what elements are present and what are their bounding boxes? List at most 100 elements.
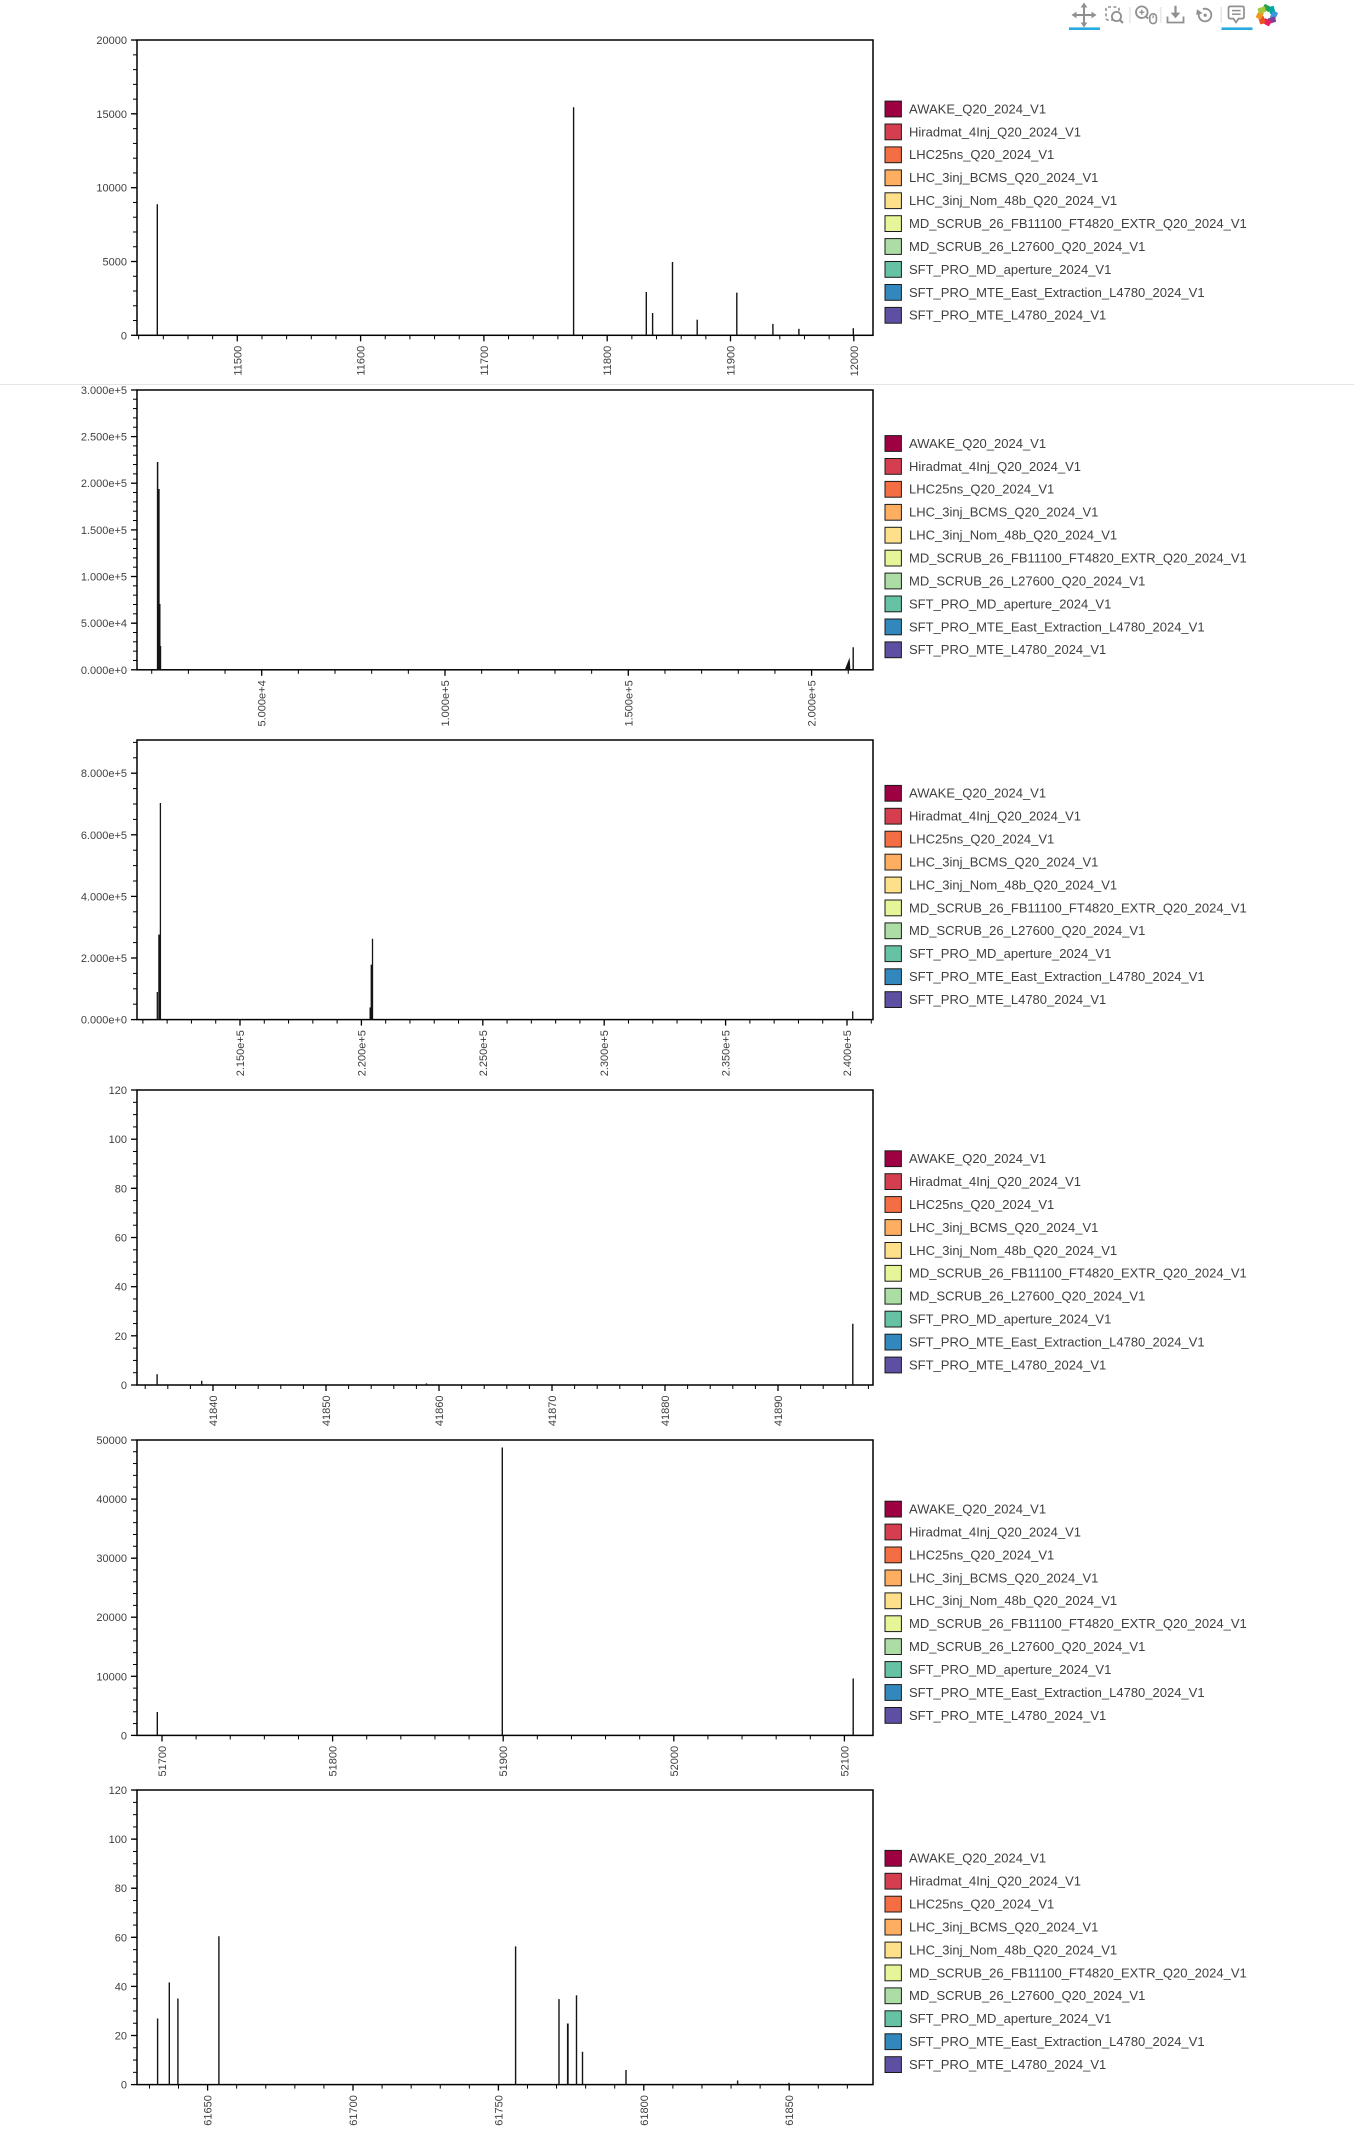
svg-text:1.500e+5: 1.500e+5 <box>623 680 635 726</box>
svg-text:8.000e+5: 8.000e+5 <box>81 768 127 780</box>
svg-text:LHC25ns_Q20_2024_V1: LHC25ns_Q20_2024_V1 <box>909 1547 1054 1562</box>
svg-text:MD_SCRUB_26_FB11100_FT4820_EXT: MD_SCRUB_26_FB11100_FT4820_EXTR_Q20_2024… <box>909 1266 1247 1281</box>
svg-text:6.000e+5: 6.000e+5 <box>81 830 127 842</box>
svg-text:2.300e+5: 2.300e+5 <box>599 1030 611 1076</box>
svg-text:2.400e+5: 2.400e+5 <box>842 1030 854 1076</box>
svg-text:MD_SCRUB_26_FB11100_FT4820_EXT: MD_SCRUB_26_FB11100_FT4820_EXTR_Q20_2024… <box>909 1616 1247 1631</box>
svg-text:10000: 10000 <box>96 183 127 195</box>
svg-text:120: 120 <box>109 1785 127 1797</box>
svg-text:2.000e+5: 2.000e+5 <box>81 953 127 965</box>
svg-text:11500: 11500 <box>232 346 244 376</box>
svg-text:2.200e+5: 2.200e+5 <box>356 1030 368 1076</box>
svg-text:AWAKE_Q20_2024_V1: AWAKE_Q20_2024_V1 <box>909 436 1046 451</box>
svg-text:15000: 15000 <box>96 109 127 121</box>
svg-text:Hiradmat_4Inj_Q20_2024_V1: Hiradmat_4Inj_Q20_2024_V1 <box>909 809 1081 824</box>
svg-text:1.000e+5: 1.000e+5 <box>440 680 452 726</box>
svg-text:30000: 30000 <box>96 1553 127 1565</box>
svg-text:SFT_PRO_MTE_East_Extraction_L4: SFT_PRO_MTE_East_Extraction_L4780_2024_V… <box>909 1335 1205 1350</box>
svg-text:3.000e+5: 3.000e+5 <box>81 385 127 397</box>
svg-text:11900: 11900 <box>726 346 738 376</box>
svg-text:AWAKE_Q20_2024_V1: AWAKE_Q20_2024_V1 <box>909 786 1046 801</box>
svg-text:SFT_PRO_MTE_L4780_2024_V1: SFT_PRO_MTE_L4780_2024_V1 <box>909 308 1106 323</box>
svg-text:SFT_PRO_MTE_L4780_2024_V1: SFT_PRO_MTE_L4780_2024_V1 <box>909 642 1106 657</box>
svg-text:MD_SCRUB_26_L27600_Q20_2024_V1: MD_SCRUB_26_L27600_Q20_2024_V1 <box>909 573 1145 588</box>
svg-text:AWAKE_Q20_2024_V1: AWAKE_Q20_2024_V1 <box>909 1151 1046 1166</box>
svg-text:LHC_3inj_Nom_48b_Q20_2024_V1: LHC_3inj_Nom_48b_Q20_2024_V1 <box>909 1593 1117 1608</box>
svg-text:LHC_3inj_Nom_48b_Q20_2024_V1: LHC_3inj_Nom_48b_Q20_2024_V1 <box>909 1942 1117 1957</box>
svg-text:41860: 41860 <box>434 1396 446 1427</box>
svg-text:MD_SCRUB_26_FB11100_FT4820_EXT: MD_SCRUB_26_FB11100_FT4820_EXTR_Q20_2024… <box>909 551 1247 566</box>
svg-text:0.000e+0: 0.000e+0 <box>81 1015 127 1027</box>
svg-text:LHC_3inj_BCMS_Q20_2024_V1: LHC_3inj_BCMS_Q20_2024_V1 <box>909 1920 1098 1935</box>
svg-text:41880: 41880 <box>660 1396 672 1427</box>
svg-text:5.000e+4: 5.000e+4 <box>81 618 127 630</box>
svg-text:40000: 40000 <box>96 1494 127 1506</box>
svg-text:41890: 41890 <box>773 1396 785 1427</box>
svg-text:5000: 5000 <box>103 257 127 269</box>
svg-text:2.500e+5: 2.500e+5 <box>81 432 127 444</box>
svg-text:2.250e+5: 2.250e+5 <box>478 1030 490 1076</box>
svg-text:41870: 41870 <box>547 1396 559 1427</box>
svg-text:51900: 51900 <box>498 1746 510 1777</box>
svg-text:MD_SCRUB_26_L27600_Q20_2024_V1: MD_SCRUB_26_L27600_Q20_2024_V1 <box>909 1988 1145 2003</box>
svg-text:SFT_PRO_MD_aperture_2024_V1: SFT_PRO_MD_aperture_2024_V1 <box>909 1312 1111 1327</box>
svg-text:MD_SCRUB_26_FB11100_FT4820_EXT: MD_SCRUB_26_FB11100_FT4820_EXTR_Q20_2024… <box>909 216 1247 231</box>
svg-text:61850: 61850 <box>784 2095 796 2126</box>
svg-text:SFT_PRO_MTE_East_Extraction_L4: SFT_PRO_MTE_East_Extraction_L4780_2024_V… <box>909 285 1205 300</box>
svg-text:20: 20 <box>115 1331 127 1343</box>
svg-text:MD_SCRUB_26_L27600_Q20_2024_V1: MD_SCRUB_26_L27600_Q20_2024_V1 <box>909 923 1145 938</box>
svg-text:50000: 50000 <box>96 1435 127 1447</box>
svg-text:LHC_3inj_Nom_48b_Q20_2024_V1: LHC_3inj_Nom_48b_Q20_2024_V1 <box>909 1243 1117 1258</box>
svg-text:120: 120 <box>109 1085 127 1097</box>
svg-text:LHC_3inj_BCMS_Q20_2024_V1: LHC_3inj_BCMS_Q20_2024_V1 <box>909 855 1098 870</box>
svg-text:20000: 20000 <box>96 35 127 47</box>
svg-text:40: 40 <box>115 1981 127 1993</box>
svg-text:LHC_3inj_Nom_48b_Q20_2024_V1: LHC_3inj_Nom_48b_Q20_2024_V1 <box>909 193 1117 208</box>
svg-text:Hiradmat_4Inj_Q20_2024_V1: Hiradmat_4Inj_Q20_2024_V1 <box>909 459 1081 474</box>
svg-text:52000: 52000 <box>669 1746 681 1777</box>
svg-text:LHC25ns_Q20_2024_V1: LHC25ns_Q20_2024_V1 <box>909 482 1054 497</box>
svg-text:10000: 10000 <box>96 1671 127 1683</box>
svg-text:61650: 61650 <box>203 2095 215 2126</box>
svg-text:SFT_PRO_MTE_East_Extraction_L4: SFT_PRO_MTE_East_Extraction_L4780_2024_V… <box>909 969 1205 984</box>
svg-text:Hiradmat_4Inj_Q20_2024_V1: Hiradmat_4Inj_Q20_2024_V1 <box>909 1524 1081 1539</box>
svg-text:20000: 20000 <box>96 1612 127 1624</box>
svg-text:11800: 11800 <box>602 346 614 376</box>
svg-text:LHC_3inj_BCMS_Q20_2024_V1: LHC_3inj_BCMS_Q20_2024_V1 <box>909 1220 1098 1235</box>
svg-text:LHC25ns_Q20_2024_V1: LHC25ns_Q20_2024_V1 <box>909 832 1054 847</box>
svg-text:LHC25ns_Q20_2024_V1: LHC25ns_Q20_2024_V1 <box>909 147 1054 162</box>
svg-text:0: 0 <box>121 1730 127 1742</box>
svg-text:1.500e+5: 1.500e+5 <box>81 525 127 537</box>
svg-text:100: 100 <box>109 1834 127 1846</box>
svg-text:SFT_PRO_MTE_East_Extraction_L4: SFT_PRO_MTE_East_Extraction_L4780_2024_V… <box>909 619 1205 634</box>
svg-text:0.000e+0: 0.000e+0 <box>81 665 127 677</box>
svg-text:12000: 12000 <box>849 346 861 377</box>
svg-text:LHC25ns_Q20_2024_V1: LHC25ns_Q20_2024_V1 <box>909 1897 1054 1912</box>
svg-text:SFT_PRO_MTE_East_Extraction_L4: SFT_PRO_MTE_East_Extraction_L4780_2024_V… <box>909 2034 1205 2049</box>
svg-text:61750: 61750 <box>493 2095 505 2126</box>
svg-text:Hiradmat_4Inj_Q20_2024_V1: Hiradmat_4Inj_Q20_2024_V1 <box>909 124 1081 139</box>
svg-text:0: 0 <box>121 330 127 342</box>
svg-text:20: 20 <box>115 2031 127 2043</box>
svg-text:0: 0 <box>121 1380 127 1392</box>
svg-text:100: 100 <box>109 1134 127 1146</box>
svg-text:Hiradmat_4Inj_Q20_2024_V1: Hiradmat_4Inj_Q20_2024_V1 <box>909 1174 1081 1189</box>
svg-text:LHC_3inj_BCMS_Q20_2024_V1: LHC_3inj_BCMS_Q20_2024_V1 <box>909 505 1098 520</box>
svg-text:2.350e+5: 2.350e+5 <box>721 1030 733 1076</box>
svg-text:SFT_PRO_MTE_L4780_2024_V1: SFT_PRO_MTE_L4780_2024_V1 <box>909 1708 1106 1723</box>
svg-text:4.000e+5: 4.000e+5 <box>81 891 127 903</box>
svg-text:AWAKE_Q20_2024_V1: AWAKE_Q20_2024_V1 <box>909 101 1046 116</box>
svg-text:SFT_PRO_MTE_L4780_2024_V1: SFT_PRO_MTE_L4780_2024_V1 <box>909 1357 1106 1372</box>
svg-text:AWAKE_Q20_2024_V1: AWAKE_Q20_2024_V1 <box>909 1502 1046 1517</box>
svg-text:LHC_3inj_BCMS_Q20_2024_V1: LHC_3inj_BCMS_Q20_2024_V1 <box>909 1570 1098 1585</box>
svg-text:0: 0 <box>121 2080 127 2092</box>
svg-text:60: 60 <box>115 1932 127 1944</box>
svg-text:2.000e+5: 2.000e+5 <box>807 680 819 726</box>
svg-text:MD_SCRUB_26_FB11100_FT4820_EXT: MD_SCRUB_26_FB11100_FT4820_EXTR_Q20_2024… <box>909 900 1247 915</box>
svg-text:52100: 52100 <box>839 1746 851 1777</box>
svg-text:LHC_3inj_BCMS_Q20_2024_V1: LHC_3inj_BCMS_Q20_2024_V1 <box>909 170 1098 185</box>
svg-text:AWAKE_Q20_2024_V1: AWAKE_Q20_2024_V1 <box>909 1851 1046 1866</box>
svg-text:MD_SCRUB_26_L27600_Q20_2024_V1: MD_SCRUB_26_L27600_Q20_2024_V1 <box>909 1289 1145 1304</box>
svg-text:61800: 61800 <box>639 2095 651 2126</box>
svg-text:SFT_PRO_MD_aperture_2024_V1: SFT_PRO_MD_aperture_2024_V1 <box>909 2011 1111 2026</box>
